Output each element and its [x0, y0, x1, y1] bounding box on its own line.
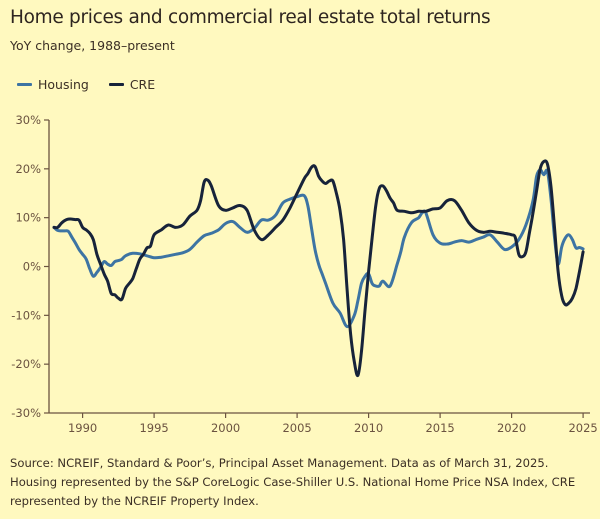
x-tick-label: 2010 [354, 421, 383, 435]
chart-subtitle: YoY change, 1988–present [10, 38, 175, 53]
source-note: Source: NCREIF, Standard & Poor’s, Princ… [10, 456, 576, 508]
y-tick-label: 0% [23, 260, 41, 274]
x-tick-label: 1990 [68, 421, 97, 435]
series-line-cre [52, 159, 585, 378]
axes: 30% 20% 10% 0% -10% -20% -30% 1990 1995 2000 2005 2… [11, 113, 597, 435]
x-tick-label: 2000 [211, 421, 240, 435]
housing-swatch-icon [17, 83, 32, 86]
y-tick-label: -20% [11, 357, 41, 371]
series-line-housing [52, 168, 585, 329]
y-tick-label: -30% [11, 406, 41, 420]
chart-title: Home prices and commercial real estate t… [10, 7, 491, 28]
series-lines [52, 159, 585, 378]
y-tick-label: 20% [15, 162, 41, 176]
legend-label-housing: Housing [38, 77, 89, 92]
x-tick-label: 2020 [497, 421, 526, 435]
x-tick-label: 2025 [568, 421, 597, 435]
y-tick-label: -10% [11, 308, 41, 322]
legend-item-cre[interactable]: CRE [108, 77, 156, 92]
x-tick-label: 1995 [139, 421, 168, 435]
legend-label-cre: CRE [129, 77, 156, 92]
y-tick-label: 10% [15, 211, 41, 225]
x-tick-label: 2005 [282, 421, 311, 435]
cre-swatch-icon [108, 83, 124, 86]
legend-item-housing[interactable]: Housing [17, 77, 89, 92]
legend: Housing CRE [17, 77, 175, 92]
y-tick-label: 30% [15, 113, 41, 127]
x-tick-label: 2015 [425, 421, 454, 435]
